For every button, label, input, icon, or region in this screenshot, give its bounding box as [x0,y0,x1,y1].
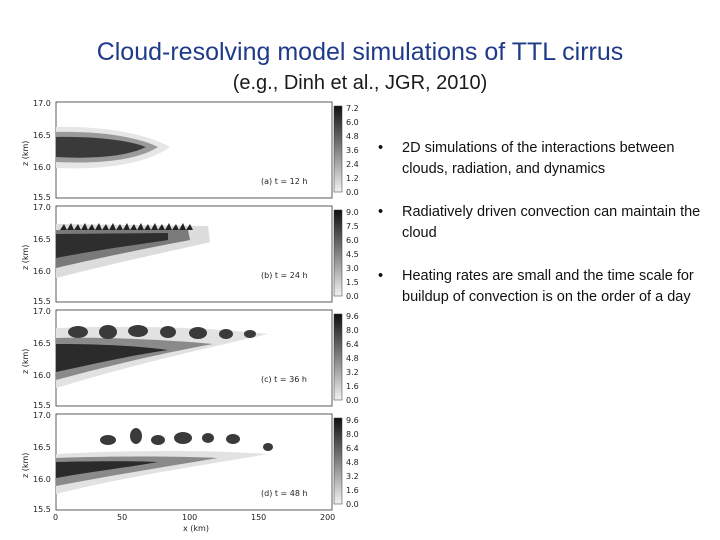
cbar-tick: 9.6 [346,416,359,425]
cbar-tick: 6.4 [346,444,359,453]
slide-title: Cloud-resolving model simulations of TTL… [96,38,624,66]
simulation-figure: (a) t = 12 h 7.2 6.0 4.8 3.6 2.4 1.2 0.0… [21,99,359,533]
panel-a-colorbar-ticks: 7.2 6.0 4.8 3.6 2.4 1.2 0.0 [346,104,359,197]
panel-d-colorbar [333,417,343,505]
y-tick: 16.5 [33,443,51,452]
convective-cells [60,223,193,230]
y-tick: 15.5 [33,505,51,514]
bullet-text: Radiatively driven convection can mainta… [402,204,701,241]
x-tick: 50 [117,513,127,522]
bullet-marker: • [378,204,384,220]
y-tick: 16.5 [33,235,51,244]
cbar-tick: 0.0 [346,292,359,301]
cbar-tick: 3.6 [346,146,359,155]
cbar-tick: 2.4 [346,160,359,169]
x-tick: 200 [320,513,335,522]
x-axis-label: x (km) [183,524,209,533]
panel-b-y-ticks: 17.0 16.5 16.0 15.5 [33,203,51,306]
cbar-tick: 4.8 [346,132,359,141]
y-tick: 16.5 [33,131,51,140]
bullet-marker: • [378,140,384,156]
cbar-tick: 0.0 [346,188,359,197]
panel-c: (c) t = 36 h 9.6 8.0 6.4 4.8 3.2 1.6 0.0… [21,307,359,410]
y-tick: 17.0 [33,307,51,316]
cbar-tick: 1.5 [346,278,359,287]
cbar-tick: 3.2 [346,472,359,481]
cbar-tick: 7.5 [346,222,359,231]
bullet-marker: • [378,268,384,284]
y-axis-label: z (km) [21,349,30,374]
x-tick: 0 [53,513,58,522]
cbar-tick: 6.0 [346,118,359,127]
cbar-tick: 6.4 [346,340,359,349]
panel-b-label: (b) t = 24 h [261,271,308,280]
y-tick: 17.0 [33,203,51,212]
cbar-tick: 3.2 [346,368,359,377]
cbar-tick: 4.8 [346,458,359,467]
bullet-item: • Heating rates are small and the time sc… [378,266,708,308]
panel-c-colorbar [333,313,343,401]
cbar-tick: 1.6 [346,486,359,495]
panel-b: (b) t = 24 h 9.0 7.5 6.0 4.5 3.0 1.5 0.0… [21,203,359,306]
panel-d: (d) t = 48 h 9.6 8.0 6.4 4.8 3.2 1.6 0.0… [21,411,359,514]
cbar-tick: 1.2 [346,174,359,183]
y-tick: 15.5 [33,297,51,306]
cloud-core [56,461,158,478]
panel-c-colorbar-ticks: 9.6 8.0 6.4 4.8 3.2 1.6 0.0 [346,312,359,405]
bullet-item: • 2D simulations of the interactions betw… [378,138,708,180]
bullet-text: 2D simulations of the interactions betwe… [402,140,675,177]
panel-c-label: (c) t = 36 h [261,375,307,384]
y-axis-label: z (km) [21,141,30,166]
x-axis: 0 50 100 150 200 x (km) [53,513,335,533]
panel-c-frame [55,309,333,407]
y-tick: 15.5 [33,193,51,202]
cbar-tick: 3.0 [346,264,359,273]
y-tick: 16.5 [33,339,51,348]
panel-d-label: (d) t = 48 h [261,489,308,498]
convective-cells [100,428,273,451]
x-tick: 150 [251,513,266,522]
x-tick: 100 [182,513,197,522]
cbar-tick: 8.0 [346,430,359,439]
panel-b-colorbar [333,209,343,297]
cloud-core [56,233,168,258]
y-axis-label: z (km) [21,453,30,478]
panel-b-colorbar-ticks: 9.0 7.5 6.0 4.5 3.0 1.5 0.0 [346,208,359,301]
y-tick: 17.0 [33,99,51,108]
panel-a-y-ticks: 17.0 16.5 16.0 15.5 [33,99,51,202]
cbar-tick: 9.0 [346,208,359,217]
y-tick: 15.5 [33,401,51,410]
cbar-tick: 4.8 [346,354,359,363]
y-tick: 17.0 [33,411,51,420]
panel-d-y-ticks: 17.0 16.5 16.0 15.5 [33,411,51,514]
cbar-tick: 9.6 [346,312,359,321]
cbar-tick: 8.0 [346,326,359,335]
cloud-core [56,136,146,158]
y-tick: 16.0 [33,163,51,172]
cbar-tick: 0.0 [346,500,359,509]
cbar-tick: 6.0 [346,236,359,245]
bullet-item: • Radiatively driven convection can maint… [378,202,708,244]
cbar-tick: 4.5 [346,250,359,259]
slide-subtitle: (e.g., Dinh et al., JGR, 2010) [232,72,488,94]
panel-d-colorbar-ticks: 9.6 8.0 6.4 4.8 3.2 1.6 0.0 [346,416,359,509]
y-tick: 16.0 [33,371,51,380]
cbar-tick: 7.2 [346,104,359,113]
panel-a-colorbar [333,105,343,193]
y-axis-label: z (km) [21,245,30,270]
y-tick: 16.0 [33,267,51,276]
y-tick: 16.0 [33,475,51,484]
bullet-list: • 2D simulations of the interactions betw… [378,138,708,330]
cbar-tick: 0.0 [346,396,359,405]
panel-a-label: (a) t = 12 h [261,177,307,186]
cbar-tick: 1.6 [346,382,359,391]
panel-c-y-ticks: 17.0 16.5 16.0 15.5 [33,307,51,410]
panel-a: (a) t = 12 h 7.2 6.0 4.8 3.6 2.4 1.2 0.0… [21,99,359,202]
cloud-core [56,344,168,372]
bullet-text: Heating rates are small and the time sca… [402,268,694,305]
convective-cells [68,325,256,339]
